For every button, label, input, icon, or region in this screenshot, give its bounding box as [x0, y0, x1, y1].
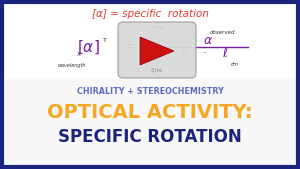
Text: OPTICAL ACTIVITY:: OPTICAL ACTIVITY:	[47, 103, 253, 122]
Text: $[\alpha]$: $[\alpha]$	[76, 38, 99, 56]
Text: c: c	[182, 48, 188, 58]
Polygon shape	[140, 37, 174, 65]
Text: T: T	[103, 38, 107, 42]
Text: [α] = specific  rotation: [α] = specific rotation	[92, 9, 208, 19]
Text: CHIRALITY + STEREOCHEMISTRY: CHIRALITY + STEREOCHEMISTRY	[76, 87, 224, 95]
Text: temp: temp	[151, 25, 165, 30]
Text: observed: observed	[209, 30, 235, 34]
Text: dm: dm	[231, 63, 239, 67]
Text: λ: λ	[77, 53, 81, 57]
Text: 5[mL: 5[mL	[151, 67, 163, 73]
Text: wavelength: wavelength	[58, 63, 86, 67]
Text: =: =	[125, 41, 135, 54]
FancyBboxPatch shape	[118, 22, 196, 78]
Text: $\ell$: $\ell$	[222, 46, 228, 60]
Text: SPECIFIC ROTATION: SPECIFIC ROTATION	[58, 128, 242, 146]
Text: ·: ·	[203, 48, 207, 58]
Text: $\alpha$: $\alpha$	[203, 33, 213, 46]
